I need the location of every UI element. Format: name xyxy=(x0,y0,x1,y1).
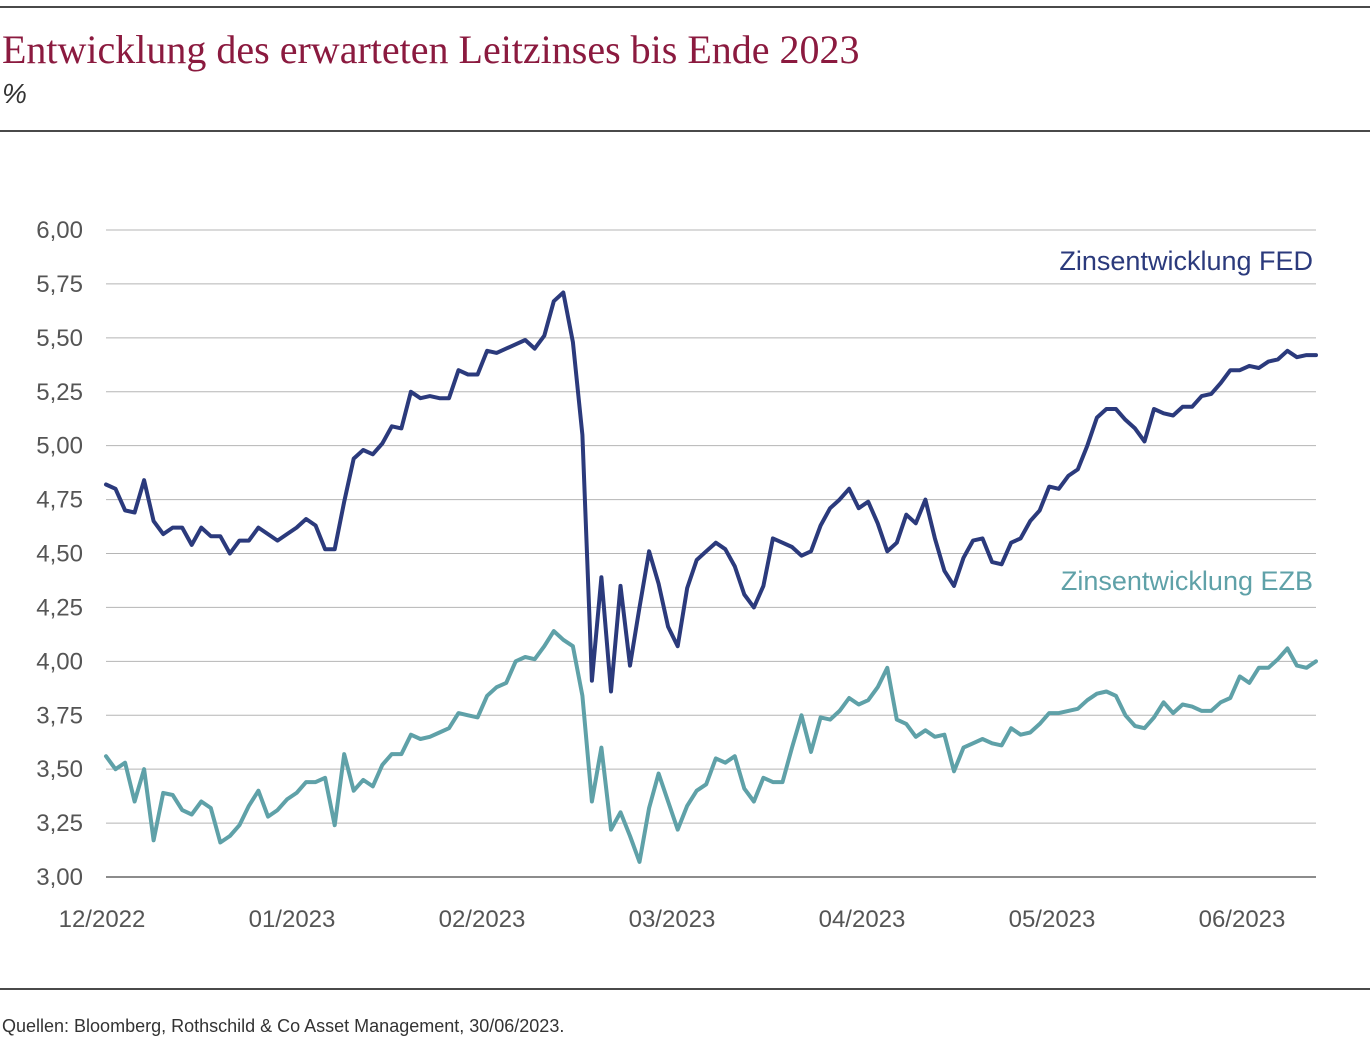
chart-unit: % xyxy=(2,78,27,109)
series-line-ezb xyxy=(104,629,1318,864)
y-tick-label: 4,75 xyxy=(36,487,83,514)
y-tick-label: 6,00 xyxy=(36,217,83,244)
source-note: Quellen: Bloomberg, Rothschild & Co Asse… xyxy=(2,1016,565,1036)
series-label-fed: Zinsentwicklung FED xyxy=(1059,246,1313,276)
y-tick-label: 4,25 xyxy=(36,594,83,621)
y-tick-label: 3,50 xyxy=(36,756,83,783)
series-labels: Zinsentwicklung FED Zinsentwicklung EZB xyxy=(1059,246,1313,596)
y-tick-label: 5,25 xyxy=(36,379,83,406)
y-tick-label: 5,00 xyxy=(36,433,83,460)
x-tick-label: 01/2023 xyxy=(249,906,336,933)
x-tick-label: 05/2023 xyxy=(1009,906,1096,933)
top-rule xyxy=(0,6,1370,8)
y-tick-label: 5,75 xyxy=(36,271,83,298)
x-tick-label: 06/2023 xyxy=(1199,906,1286,933)
header-rule xyxy=(0,130,1370,132)
chart-title: Entwicklung des erwarteten Leitzinses bi… xyxy=(2,27,860,72)
x-axis-ticks: 12/2022 01/2023 02/2023 03/2023 04/2023 05/20… xyxy=(59,906,1286,933)
x-tick-label: 02/2023 xyxy=(439,906,526,933)
y-tick-label: 3,25 xyxy=(36,810,83,837)
y-tick-label: 5,50 xyxy=(36,325,83,352)
grid-lines xyxy=(106,229,1316,878)
y-axis-ticks: 3,00 3,25 3,50 3,75 4,00 4,25 4,50 4,75 5,00 5,25… xyxy=(36,217,83,891)
series-label-ezb: Zinsentwicklung EZB xyxy=(1061,566,1313,596)
x-tick-label: 04/2023 xyxy=(819,906,906,933)
y-tick-label: 4,50 xyxy=(36,541,83,568)
x-tick-label: 03/2023 xyxy=(629,906,716,933)
line-chart: 3,00 3,25 3,50 3,75 4,00 4,25 4,50 4,75 5,00 5,25… xyxy=(36,217,1318,933)
y-tick-label: 3,00 xyxy=(36,864,83,891)
y-tick-label: 3,75 xyxy=(36,702,83,729)
series-line-fed xyxy=(104,290,1318,694)
y-tick-label: 4,00 xyxy=(36,648,83,675)
footer-rule xyxy=(0,988,1370,990)
series-lines xyxy=(104,290,1318,864)
x-tick-label: 12/2022 xyxy=(59,906,146,933)
